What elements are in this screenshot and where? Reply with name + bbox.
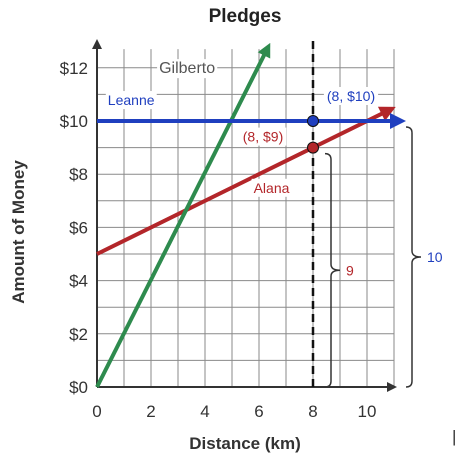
y-tick-label: $6 <box>69 218 88 237</box>
y-tick-label: $8 <box>69 165 88 184</box>
stray-text-cursor: | <box>452 427 456 446</box>
brace-9 <box>324 152 341 388</box>
series-label-background <box>251 178 292 197</box>
series-label-alana: Alana <box>254 180 290 196</box>
series-label-background <box>157 59 218 79</box>
highlight-point <box>307 115 319 127</box>
y-tick-label: $12 <box>60 59 88 78</box>
point-label-background <box>239 127 287 146</box>
brace-10-label: 10 <box>427 249 443 265</box>
y-tick-label: $2 <box>69 325 88 344</box>
point-label: (8, $9) <box>243 129 283 145</box>
highlighted-points: (8, $10) (8, $9) <box>239 87 379 154</box>
point-label: (8, $10) <box>327 88 375 104</box>
x-tick-label: 4 <box>200 402 209 421</box>
series-label-gilberto: Gilberto <box>159 60 215 77</box>
x-tick-label: 8 <box>308 402 317 421</box>
x-tick-label: 2 <box>146 402 155 421</box>
x-tick-label: 0 <box>92 402 101 421</box>
x-tick-labels: 0 2 4 6 8 10 <box>92 402 376 421</box>
x-tick-label: 6 <box>254 402 263 421</box>
highlight-point <box>307 141 319 154</box>
series-line-alana <box>96 106 396 256</box>
series-lines <box>95 42 406 388</box>
series-line-gilberto <box>95 42 271 388</box>
series-label-background <box>105 91 157 110</box>
x-tick-label: 10 <box>358 402 377 421</box>
brace-10 <box>405 126 422 388</box>
y-tick-label: $10 <box>60 112 88 131</box>
chart-title: Pledges <box>209 6 282 27</box>
y-tick-labels: $0 $2 $4 $6 $8 $10 $12 <box>60 59 88 397</box>
x-axis-label: Distance (km) <box>189 434 300 453</box>
axes <box>92 39 397 392</box>
brace-9-label: 9 <box>346 262 354 278</box>
point-label-background <box>323 87 379 105</box>
series-label-leanne: Leanne <box>108 92 155 108</box>
y-tick-label: $4 <box>69 272 88 291</box>
y-tick-label: $0 <box>69 378 88 397</box>
braces: 9 10 <box>324 126 443 388</box>
y-axis-label: Amount of Money <box>9 160 28 304</box>
